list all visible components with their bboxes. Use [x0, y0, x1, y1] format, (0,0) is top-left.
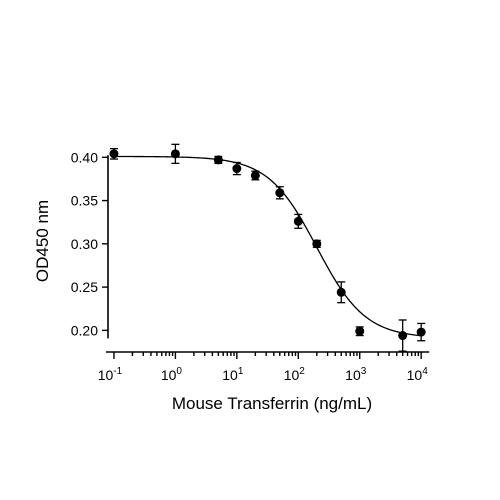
- x-tick-label: 104: [407, 366, 429, 383]
- data-point: [398, 331, 408, 341]
- y-tick-label: 0.40: [71, 149, 98, 165]
- x-tick-label: 100: [161, 366, 183, 383]
- fit-curve: [113, 155, 422, 337]
- y-tick-label: 0.30: [71, 236, 98, 252]
- data-point: [250, 170, 260, 180]
- x-tick-label: 103: [345, 366, 367, 383]
- y-tick-label: 0.25: [71, 279, 98, 295]
- data-point: [170, 149, 180, 159]
- data-point: [109, 149, 119, 159]
- x-tick-label: 102: [284, 366, 306, 383]
- y-axis: 0.20 0.25 0.30 0.35 0.40: [71, 149, 109, 339]
- error-bars: [109, 143, 426, 352]
- data-point: [336, 287, 346, 297]
- x-tick-label: 101: [222, 366, 244, 383]
- data-point: [213, 155, 223, 165]
- x-axis: 10-1 100 101 102 103 104: [98, 351, 430, 383]
- data-point: [355, 326, 365, 336]
- x-tick-label: 10-1: [98, 366, 123, 383]
- y-tick-label: 0.35: [71, 193, 98, 209]
- y-tick-label: 0.20: [71, 322, 98, 338]
- y-ticks: 0.20 0.25 0.30 0.35 0.40: [71, 149, 108, 338]
- x-axis-title: Mouse Transferrin (ng/mL): [172, 394, 372, 413]
- data-point: [416, 327, 426, 337]
- data-points: [109, 149, 426, 341]
- data-point: [312, 239, 322, 249]
- y-axis-title: OD450 nm: [33, 200, 52, 282]
- x-ticks: 10-1 100 101 102 103 104: [98, 352, 428, 383]
- data-point: [293, 216, 303, 226]
- data-point: [232, 164, 242, 174]
- plot-area: [109, 143, 426, 352]
- data-point: [275, 188, 285, 198]
- x-minor-ticks: [131, 352, 420, 356]
